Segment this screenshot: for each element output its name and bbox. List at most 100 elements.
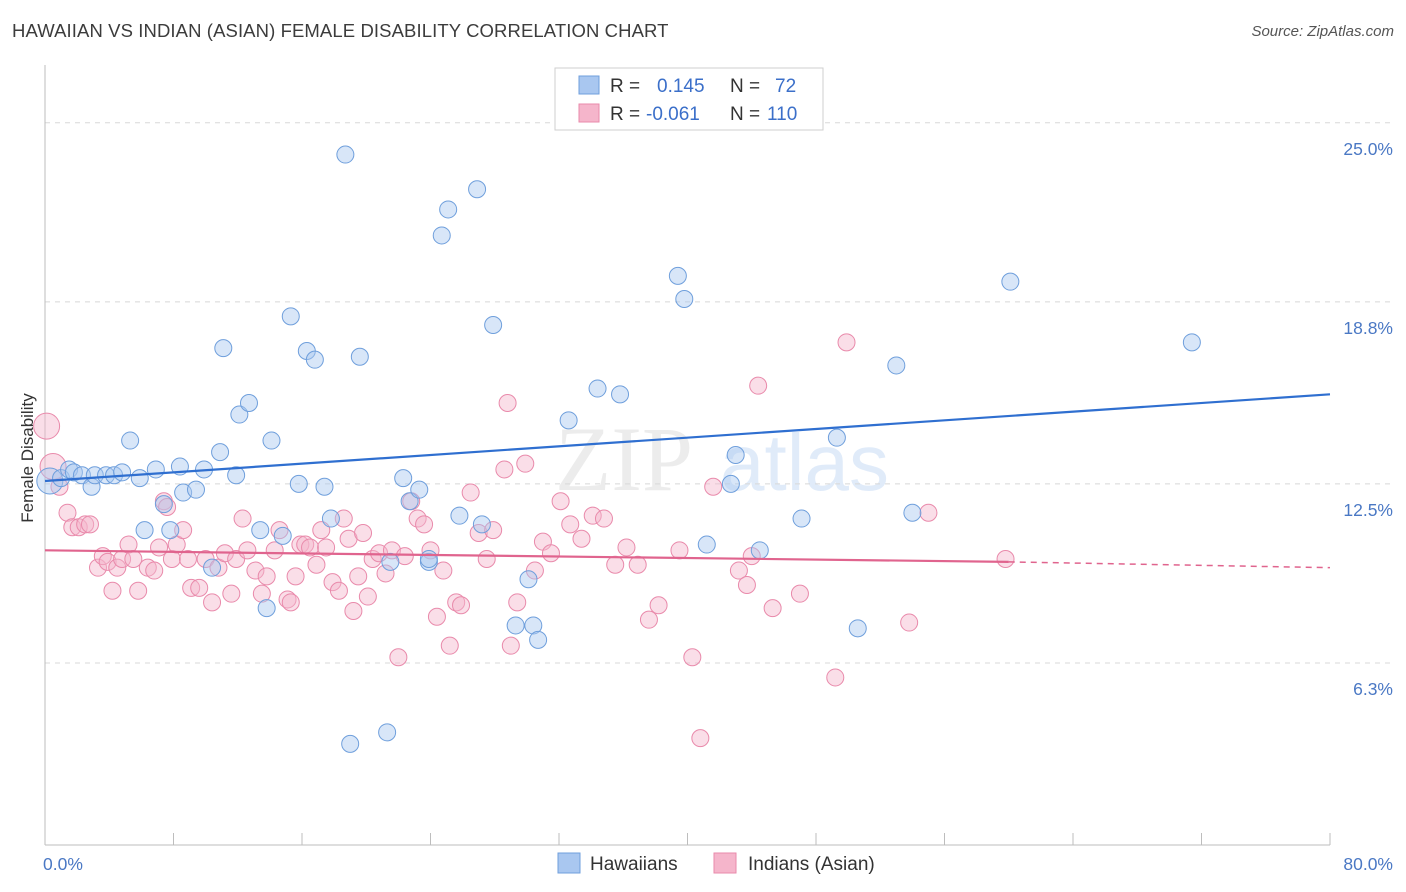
indians-point bbox=[329, 581, 348, 600]
indians-point bbox=[145, 561, 164, 580]
hawaiians-point bbox=[750, 541, 769, 560]
hawaiians-point bbox=[611, 385, 630, 404]
indians-point bbox=[427, 607, 446, 626]
indians-point bbox=[683, 648, 702, 667]
indians-point bbox=[80, 515, 99, 534]
hawaiians-point bbox=[146, 460, 165, 479]
indians-point bbox=[278, 590, 297, 609]
indians-point bbox=[594, 509, 613, 528]
hawaiians-point bbox=[410, 480, 429, 499]
hawaiians-point bbox=[472, 515, 491, 534]
bottom-legend-label-hawaiians: Hawaiians bbox=[590, 854, 678, 875]
indians-point bbox=[312, 521, 331, 540]
indians-point bbox=[281, 593, 300, 612]
indians-point bbox=[174, 521, 193, 540]
hawaiians-point bbox=[726, 446, 745, 464]
hawaiians-point bbox=[827, 428, 846, 447]
bottom-legend-swatch-hawaiians bbox=[557, 852, 581, 874]
x-tick-label-max: 80.0% bbox=[1343, 854, 1393, 874]
indians-point bbox=[238, 541, 257, 560]
indians-point bbox=[301, 538, 320, 557]
y-tick-label: 18.8% bbox=[1343, 318, 1393, 338]
indians-point bbox=[837, 333, 856, 352]
legend-r-value-hawaiians: 0.145 bbox=[657, 76, 705, 97]
indians-point bbox=[434, 561, 453, 580]
indians-point bbox=[58, 503, 77, 522]
hawaiians-point bbox=[675, 290, 694, 308]
y-tick-label: 25.0% bbox=[1343, 139, 1393, 159]
indians-point bbox=[737, 576, 756, 594]
indians-point bbox=[541, 544, 560, 563]
hawaiians-point bbox=[251, 521, 270, 540]
indians-point bbox=[447, 593, 466, 612]
hawaiians-point bbox=[468, 180, 487, 199]
hawaiians-point bbox=[227, 466, 246, 485]
legend-n-value-indians: 110 bbox=[767, 104, 797, 125]
indians-point bbox=[749, 376, 768, 395]
indians-point bbox=[583, 506, 602, 525]
indians-point bbox=[551, 492, 570, 511]
hawaiians-point bbox=[305, 350, 324, 369]
hawaiians-point bbox=[394, 469, 413, 488]
bottom-legend: Hawaiians Indians (Asian) bbox=[557, 852, 875, 875]
hawaiians-point bbox=[239, 394, 258, 412]
indians-point bbox=[76, 515, 95, 534]
indians-point bbox=[617, 538, 636, 557]
hawaiians-point bbox=[1001, 272, 1020, 291]
indians-point bbox=[334, 509, 353, 528]
indians-point bbox=[452, 596, 471, 615]
indians-point bbox=[178, 550, 197, 568]
y-tick-label: 6.3% bbox=[1353, 679, 1393, 699]
hawaiians-trend-line bbox=[44, 393, 1331, 483]
indians-point bbox=[252, 584, 271, 603]
hawaiians-point bbox=[524, 616, 543, 635]
indians-point bbox=[691, 729, 710, 748]
indians-point bbox=[996, 550, 1015, 568]
bottom-legend-label-indians: Indians (Asian) bbox=[748, 854, 875, 875]
bottom-legend-swatch-indians bbox=[713, 852, 737, 874]
hawaiians-point bbox=[450, 506, 469, 525]
hawaiians-point bbox=[113, 463, 132, 482]
legend-r-label-indians: R = bbox=[610, 104, 640, 125]
hawaiians-point bbox=[273, 526, 292, 545]
hawaiians-point bbox=[230, 405, 249, 424]
indians-point bbox=[790, 584, 809, 603]
indians-point bbox=[376, 564, 395, 583]
axes bbox=[44, 65, 1331, 846]
hawaiians-point bbox=[336, 145, 355, 164]
indians-point bbox=[246, 561, 265, 580]
indians-points bbox=[33, 333, 1015, 748]
gridlines bbox=[45, 122, 1393, 664]
hawaiians-point bbox=[130, 469, 149, 488]
hawaiians-point bbox=[887, 356, 906, 375]
hawaiians-point bbox=[529, 630, 548, 649]
hawaiians-point bbox=[506, 616, 525, 635]
chart-title: HAWAIIAN VS INDIAN (ASIAN) FEMALE DISABI… bbox=[12, 20, 669, 41]
hawaiians-point bbox=[559, 411, 578, 430]
indians-point bbox=[729, 561, 748, 580]
indians-point bbox=[158, 498, 177, 516]
indians-point bbox=[561, 515, 580, 534]
indians-point bbox=[257, 567, 276, 586]
hawaiians-point bbox=[281, 307, 300, 326]
indians-point bbox=[89, 558, 108, 577]
indians-point bbox=[162, 550, 181, 568]
y-axis-label: Female Disability bbox=[18, 393, 37, 523]
legend-box bbox=[554, 67, 824, 131]
indians-point bbox=[222, 584, 241, 603]
x-tick-label-min: 0.0% bbox=[43, 854, 83, 874]
trend-lines bbox=[44, 393, 1331, 569]
indians-point bbox=[203, 593, 222, 612]
indians-point bbox=[495, 460, 514, 479]
indians-point bbox=[919, 503, 938, 522]
indians-point bbox=[129, 581, 148, 600]
indians-point bbox=[606, 555, 625, 574]
hawaiians-point bbox=[848, 619, 867, 638]
indians-point bbox=[119, 535, 138, 554]
hawaiians-point bbox=[432, 226, 451, 245]
indians-point bbox=[33, 412, 61, 440]
indians-point bbox=[639, 610, 658, 629]
indians-point bbox=[516, 454, 535, 473]
source-attribution: Source: ZipAtlas.com bbox=[1251, 23, 1394, 40]
